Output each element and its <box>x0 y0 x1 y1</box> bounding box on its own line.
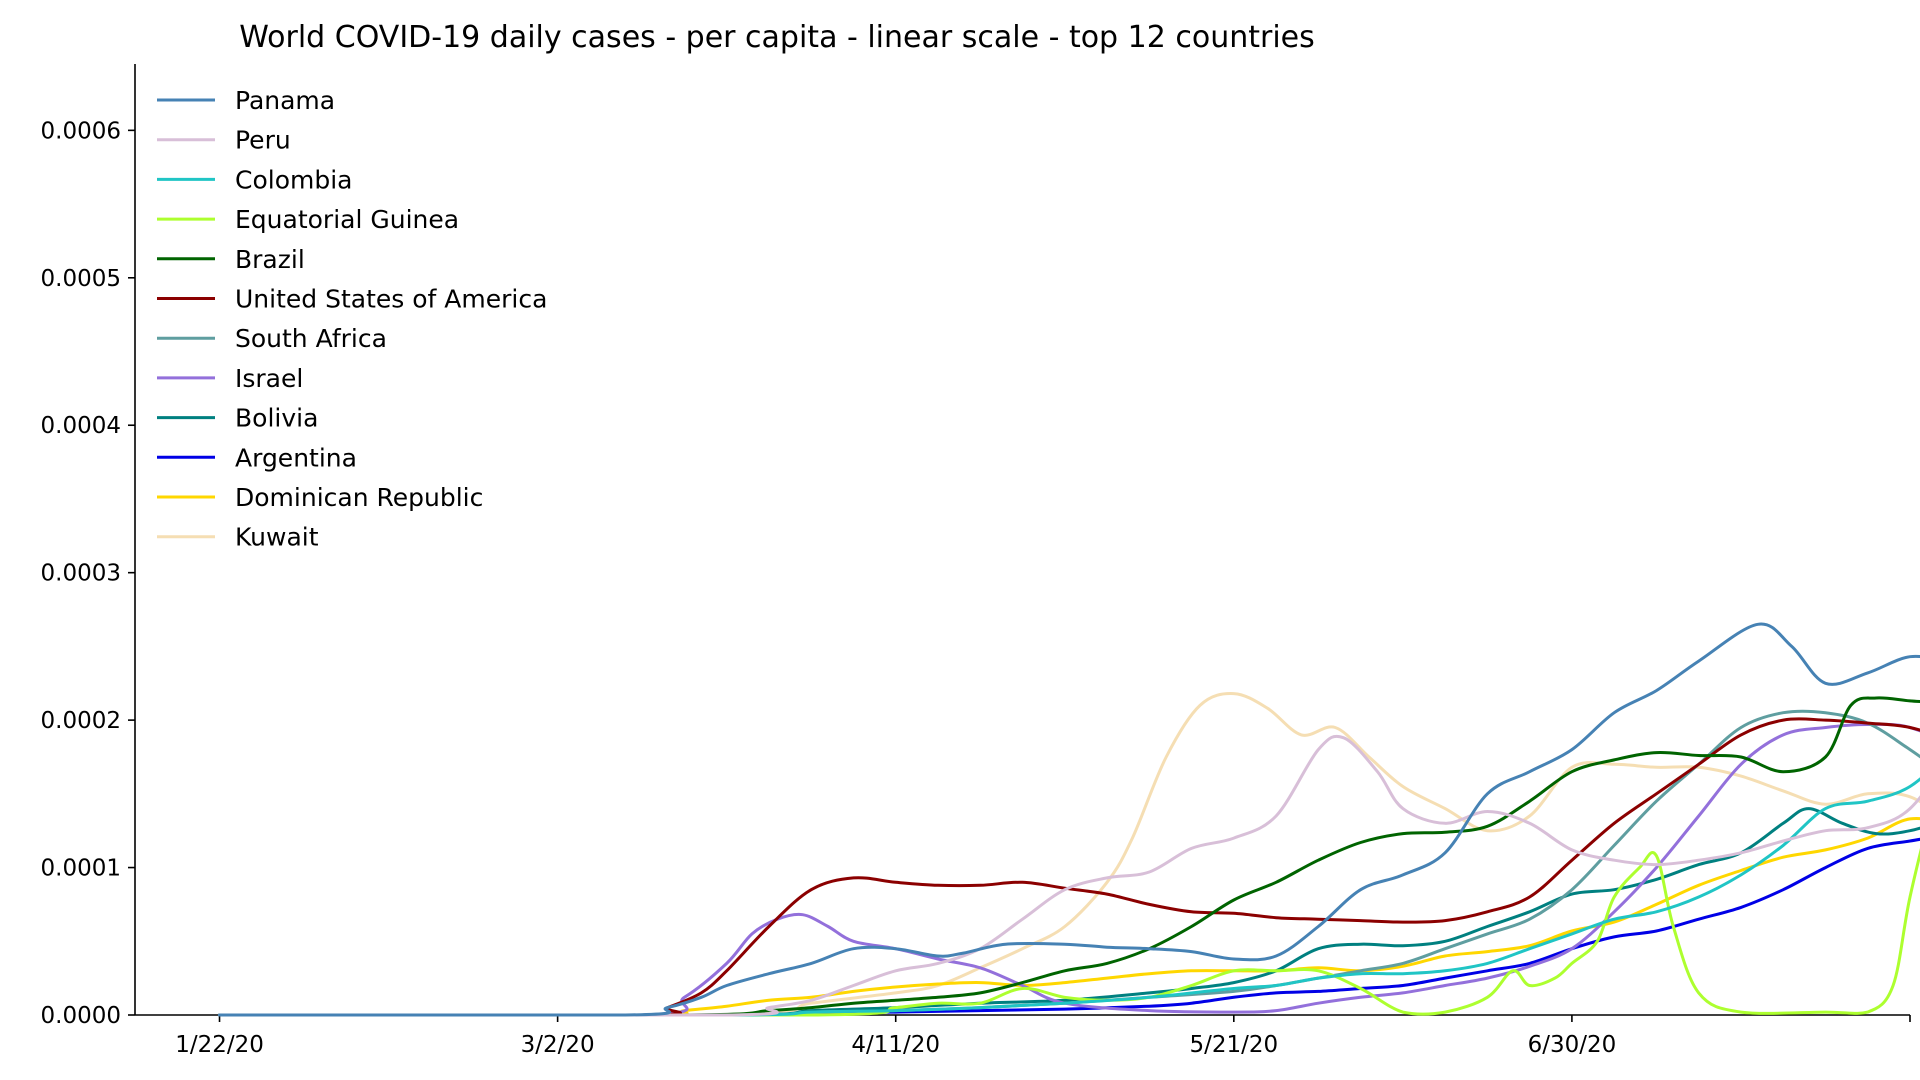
legend-label: Bolivia <box>235 404 318 433</box>
y-tick-label: 0.0006 <box>41 118 121 144</box>
legend-label: Colombia <box>235 165 352 194</box>
series-line-united-states-of-america <box>218 717 1920 1017</box>
legend-item-israel: Israel <box>157 364 303 393</box>
legend-label: Equatorial Guinea <box>235 205 459 234</box>
legend-item-kuwait: Kuwait <box>157 523 319 552</box>
legend-label: Brazil <box>235 245 305 274</box>
series-line-peru <box>218 734 1920 1017</box>
x-tick-label: 5/21/20 <box>1189 1032 1278 1058</box>
series-line-argentina <box>218 837 1920 1017</box>
legend-item-brazil: Brazil <box>157 245 305 274</box>
series-line-kuwait <box>218 692 1920 1017</box>
legend: Panama Peru Colombia Equatorial Guinea Brazi… <box>157 86 547 552</box>
y-tick-label: 0.0000 <box>41 1003 121 1029</box>
y-tick-label: 0.0001 <box>41 856 121 882</box>
legend-label: United States of America <box>235 285 547 314</box>
legend-label: Panama <box>235 86 335 115</box>
legend-label: Israel <box>235 364 303 393</box>
series-layer <box>218 622 1920 1017</box>
chart-title: World COVID-19 daily cases - per capita … <box>239 20 1315 55</box>
axes: 0.0000 0.0001 0.0002 0.0003 0.0004 0.0005 0.00… <box>41 64 1911 1058</box>
x-tick-label: 6/30/20 <box>1528 1032 1617 1058</box>
legend-item-argentina: Argentina <box>157 443 357 472</box>
legend-item-bolivia: Bolivia <box>157 404 318 433</box>
y-tick-label: 0.0005 <box>41 266 121 292</box>
legend-item-peru: Peru <box>157 126 291 155</box>
legend-item-colombia: Colombia <box>157 165 352 194</box>
legend-item-south-africa: South Africa <box>157 324 387 353</box>
x-tick-label: 3/2/20 <box>521 1032 595 1058</box>
legend-label: Argentina <box>235 443 357 472</box>
legend-label: Dominican Republic <box>235 483 483 512</box>
y-tick-label: 0.0002 <box>41 708 121 734</box>
series-line-dominican-republic <box>218 816 1920 1017</box>
legend-item-panama: Panama <box>157 86 335 115</box>
y-tick-label: 0.0003 <box>41 561 121 587</box>
series-line-panama <box>218 622 1920 1017</box>
series-line-bolivia <box>218 807 1920 1017</box>
series-line-equatorial-guinea <box>218 848 1920 1017</box>
series-line-brazil <box>218 696 1920 1017</box>
legend-label: South Africa <box>235 324 387 353</box>
x-tick-label: 1/22/20 <box>175 1032 264 1058</box>
legend-item-equatorial-guinea: Equatorial Guinea <box>157 205 459 234</box>
x-tick-label: 4/11/20 <box>851 1032 940 1058</box>
legend-label: Peru <box>235 126 291 155</box>
series-line-colombia <box>218 777 1920 1017</box>
y-tick-label: 0.0004 <box>41 413 121 439</box>
legend-item-dominican-republic: Dominican Republic <box>157 483 483 512</box>
legend-item-united-states-of-america: United States of America <box>157 285 547 314</box>
legend-label: Kuwait <box>235 523 319 552</box>
